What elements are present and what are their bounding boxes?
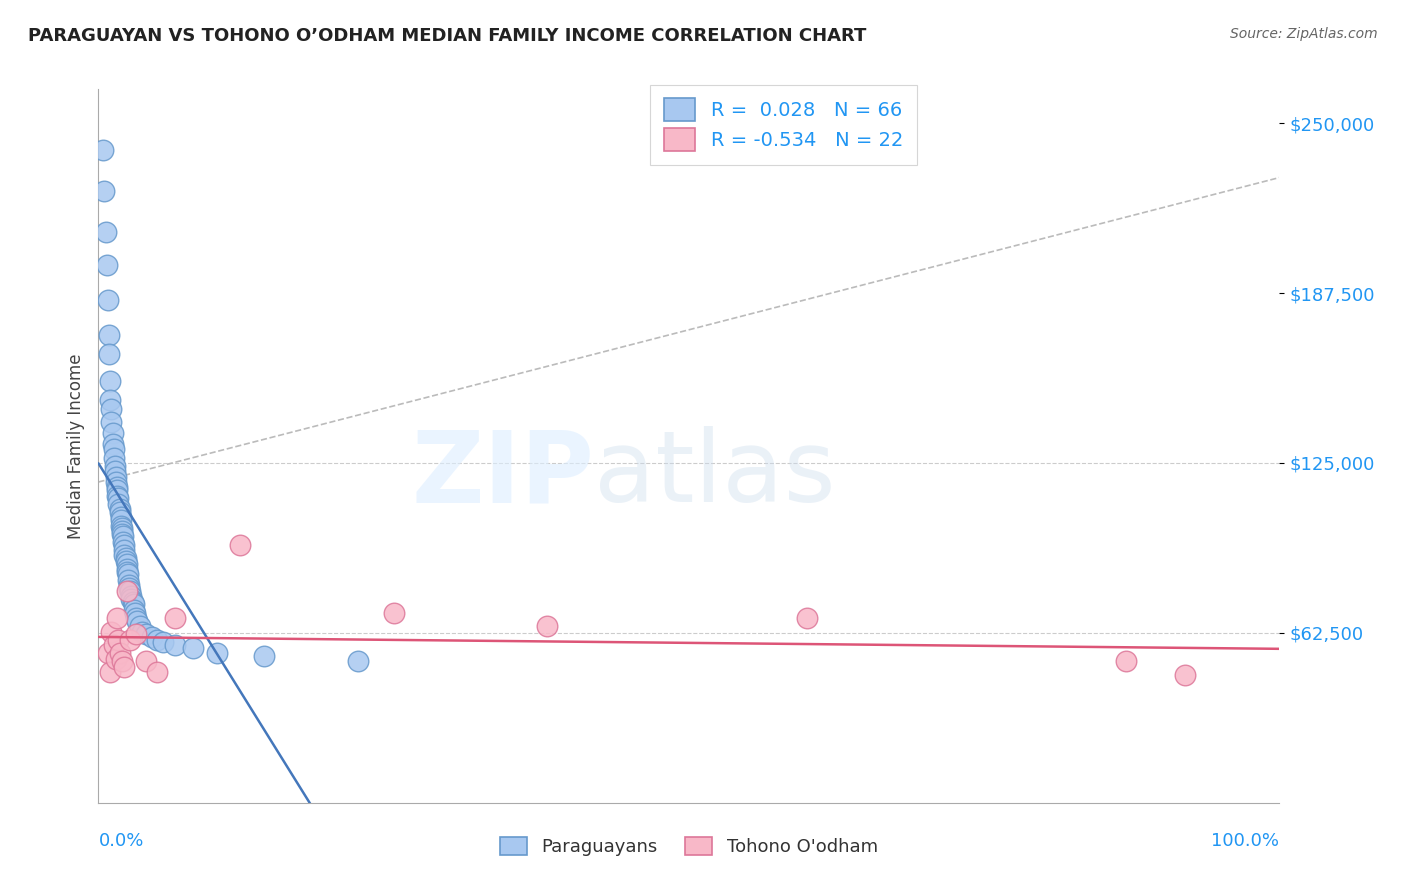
- Point: [114, 551, 136, 566]
- Point: [115, 557, 138, 571]
- Point: [135, 627, 157, 641]
- Point: [127, 614, 149, 628]
- Point: [122, 603, 145, 617]
- Point: [98, 665, 121, 680]
- Point: [205, 646, 228, 660]
- Point: [98, 375, 121, 389]
- Point: [112, 549, 135, 563]
- Point: [105, 611, 128, 625]
- Point: [107, 632, 129, 647]
- Point: [382, 606, 405, 620]
- Legend: Paraguayans, Tohono O'odham: Paraguayans, Tohono O'odham: [491, 828, 887, 865]
- Point: [121, 594, 143, 608]
- Point: [112, 543, 135, 558]
- Point: [253, 648, 276, 663]
- Point: [111, 526, 134, 541]
- Point: [181, 640, 204, 655]
- Point: [112, 660, 135, 674]
- Point: [100, 415, 122, 429]
- Point: [124, 606, 146, 620]
- Point: [103, 638, 125, 652]
- Point: [98, 347, 121, 361]
- Point: [120, 583, 142, 598]
- Point: [104, 464, 127, 478]
- Point: [108, 502, 131, 516]
- Point: [101, 437, 124, 451]
- Point: [114, 554, 136, 568]
- Point: [105, 489, 128, 503]
- Point: [105, 651, 128, 665]
- Point: [115, 562, 138, 576]
- Point: [146, 665, 169, 680]
- Point: [165, 611, 187, 625]
- Point: [100, 624, 122, 639]
- Text: ZIP: ZIP: [412, 426, 595, 523]
- Point: [115, 583, 138, 598]
- Point: [125, 627, 148, 641]
- Point: [117, 567, 139, 582]
- Point: [110, 513, 132, 527]
- Point: [229, 537, 252, 551]
- Point: [91, 144, 114, 158]
- Point: [105, 469, 128, 483]
- Point: [141, 630, 163, 644]
- Point: [93, 184, 115, 198]
- Text: atlas: atlas: [595, 426, 837, 523]
- Point: [96, 258, 118, 272]
- Point: [100, 401, 122, 416]
- Point: [111, 524, 134, 538]
- Point: [111, 521, 134, 535]
- Point: [796, 611, 818, 625]
- Point: [110, 518, 132, 533]
- Point: [107, 497, 129, 511]
- Point: [112, 529, 135, 543]
- Point: [125, 611, 148, 625]
- Point: [105, 475, 128, 489]
- Point: [98, 393, 121, 408]
- Point: [120, 632, 142, 647]
- Point: [112, 537, 135, 551]
- Point: [152, 635, 174, 649]
- Point: [121, 591, 143, 606]
- Point: [128, 619, 150, 633]
- Text: 0.0%: 0.0%: [98, 831, 143, 849]
- Point: [101, 426, 124, 441]
- Point: [536, 619, 558, 633]
- Point: [97, 646, 120, 660]
- Point: [94, 225, 117, 239]
- Point: [165, 638, 187, 652]
- Point: [115, 565, 138, 579]
- Point: [103, 442, 125, 457]
- Point: [1174, 668, 1197, 682]
- Y-axis label: Median Family Income: Median Family Income: [66, 353, 84, 539]
- Point: [108, 646, 131, 660]
- Point: [347, 655, 370, 669]
- Point: [122, 598, 145, 612]
- Point: [108, 505, 131, 519]
- Point: [111, 655, 134, 669]
- Text: 100.0%: 100.0%: [1212, 831, 1279, 849]
- Point: [103, 450, 125, 465]
- Point: [131, 624, 153, 639]
- Text: PARAGUAYAN VS TOHONO O’ODHAM MEDIAN FAMILY INCOME CORRELATION CHART: PARAGUAYAN VS TOHONO O’ODHAM MEDIAN FAMI…: [28, 27, 866, 45]
- Point: [98, 328, 121, 343]
- Point: [97, 293, 120, 307]
- Point: [118, 578, 141, 592]
- Point: [112, 534, 135, 549]
- Point: [117, 573, 139, 587]
- Point: [135, 655, 157, 669]
- Point: [146, 632, 169, 647]
- Point: [1115, 655, 1137, 669]
- Point: [110, 510, 132, 524]
- Text: Source: ZipAtlas.com: Source: ZipAtlas.com: [1230, 27, 1378, 41]
- Point: [105, 483, 128, 498]
- Point: [121, 589, 143, 603]
- Point: [105, 480, 128, 494]
- Point: [104, 458, 127, 473]
- Point: [107, 491, 129, 506]
- Point: [118, 581, 141, 595]
